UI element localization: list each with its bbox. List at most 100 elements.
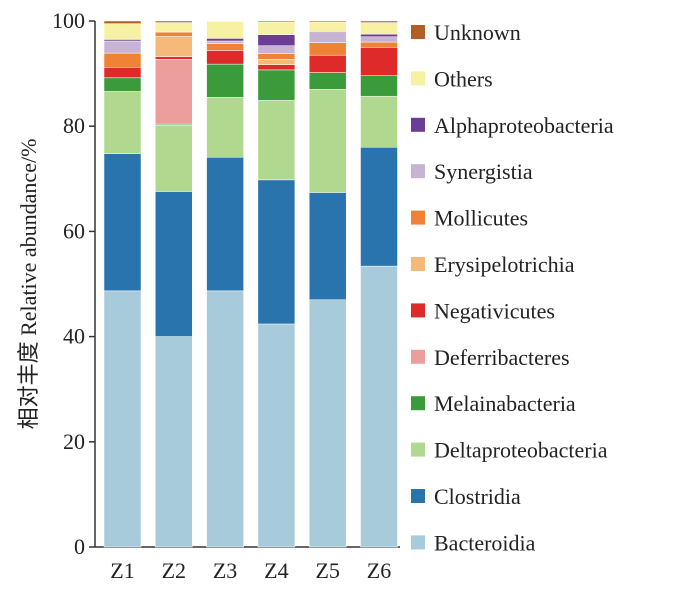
legend-label-erysipelotrichia: Erysipelotrichia [434,252,575,277]
y-tick-label: 60 [63,218,85,243]
bar-segment-z6-alphaproteobacteria [360,33,398,38]
bar-segment-z1-bacteroidia [103,290,142,548]
bar-segment-z5-others [308,21,347,32]
bar-segment-z5-clostridia [308,192,347,301]
bar-segment-z3-mollicutes [206,43,244,51]
bar-segment-z2-negativicutes [155,56,193,60]
bar-segment-z6-negativicutes [360,47,398,76]
bar-segment-z5-negativicutes [308,54,347,73]
bar-segment-z3-clostridia [206,156,244,292]
bar-segment-z2-others [155,22,193,33]
legend-swatch-alphaproteobacteria [411,117,425,132]
legend-label-deferribacteres: Deferribacteres [434,345,570,370]
bar-segment-z4-bacteroidia [257,323,296,548]
legend-label-deltaproteobacteria: Deltaproteobacteria [434,438,608,463]
legend-swatch-erysipelotrichia [411,257,425,271]
x-tick-label-z5: Z5 [315,558,339,583]
axes [89,20,400,548]
legend-label-alphaproteobacteria: Alphaproteobacteria [434,113,614,138]
bar-segment-z6-deltaproteobacteria [360,95,398,148]
bar-segment-z4-alphaproteobacteria [257,34,296,46]
bar-segment-z4-others [257,21,296,35]
y-tick-labels: 0 20 40 60 80 100 [52,8,85,559]
x-tick-label-z2: Z2 [162,558,186,583]
bar-segment-z4-clostridia [257,179,296,325]
bar-segment-z6-unknown [360,20,398,23]
bar-segment-z4-deltaproteobacteria [257,100,296,181]
legend-label-bacteroidia: Bacteroidia [434,530,536,555]
y-tick-label: 40 [63,324,85,349]
legend-swatch-deltaproteobacteria [411,442,425,457]
legend-swatch-unknown [411,25,425,39]
x-tick-label-z3: Z3 [213,558,237,583]
bar-segment-z2-deferribacteres [155,59,193,125]
x-tick-label-z4: Z4 [264,558,288,583]
bar-segment-z6-mollicutes [360,41,398,48]
bar-segment-z3-negativicutes [206,50,244,65]
bar-segment-z1-clostridia [103,153,142,292]
legend-label-melainabacteria: Melainabacteria [434,391,576,416]
bar-segment-z4-synergistia [257,45,296,54]
bar-segment-z6-bacteroidia [360,265,398,548]
legend-swatch-negativicutes [411,303,425,318]
legend-label-mollicutes: Mollicutes [434,206,528,231]
legend-swatch-mollicutes [411,210,425,225]
legend: Unknown Others Alphaproteobacteria Synergis… [411,20,614,555]
bar-segment-z1-others [103,23,142,40]
legend-label-unknown: Unknown [434,20,521,45]
bar-segment-z1-deltaproteobacteria [103,91,142,154]
bar-segment-z6-others [360,22,398,35]
legend-swatch-melainabacteria [411,396,425,411]
legend-swatch-synergistia [411,164,425,179]
bar-segment-z2-bacteroidia [155,336,193,548]
legend-label-negativicutes: Negativicutes [434,298,555,323]
bar-segment-z5-bacteroidia [308,299,347,548]
legend-swatch-deferribacteres [411,349,425,364]
bar-segment-z3-deltaproteobacteria [206,97,244,158]
bar-segment-z6-synergistia [360,36,398,43]
bar-segment-z3-synergistia [206,40,244,44]
bar-segment-z3-unknown [206,20,244,22]
legend-label-clostridia: Clostridia [434,484,521,509]
bar-segment-z4-melainabacteria [257,69,296,101]
bar-segment-z1-unknown [103,20,142,24]
bar-segment-z1-melainabacteria [103,77,142,92]
bar-segment-z4-mollicutes [257,53,296,60]
y-tick-label: 80 [63,113,85,138]
bar-segment-z3-alphaproteobacteria [206,38,244,42]
bar-segment-z4-negativicutes [257,64,296,71]
bar-segment-z2-mollicutes [155,31,193,37]
x-tick-label-z1: Z1 [110,558,134,583]
bar-segment-z2-deltaproteobacteria [155,124,193,192]
bar-segment-z5-deltaproteobacteria [308,89,347,193]
bar-segment-z5-mollicutes [308,42,347,56]
legend-swatch-bacteroidia [411,535,425,550]
bar-segment-z5-unknown [308,20,347,23]
y-axis-title: 相对丰度 Relative abundance/% [16,139,41,430]
bar-segment-z5-melainabacteria [308,72,347,90]
legend-swatch-clostridia [411,489,425,503]
bar-segment-z5-synergistia [308,32,347,43]
bar-segment-z2-unknown [155,20,193,23]
y-tick-label: 20 [63,429,85,454]
x-tick-labels: Z1 Z2 Z3 Z4 Z5 Z6 [110,558,391,583]
y-tick-label: 100 [52,8,85,33]
bars [103,20,398,548]
bar-segment-z4-unknown [257,20,296,23]
legend-label-others: Others [434,66,493,91]
x-tick-label-z6: Z6 [367,558,391,583]
bar-segment-z3-bacteroidia [206,290,244,548]
bar-segment-z1-negativicutes [103,67,142,79]
bar-segment-z1-synergistia [103,40,142,54]
legend-swatch-others [411,71,425,86]
bar-segment-z3-melainabacteria [206,63,244,98]
bar-segment-z1-mollicutes [103,52,142,68]
bar-segment-z3-others [206,21,244,39]
y-tick-label: 0 [74,534,85,559]
bar-segment-z2-erysipelotrichia [155,36,193,58]
bar-segment-z6-clostridia [360,146,398,267]
bar-segment-z6-melainabacteria [360,75,398,97]
bar-segment-z4-erysipelotrichia [257,59,296,65]
bar-segment-z2-clostridia [155,191,193,337]
